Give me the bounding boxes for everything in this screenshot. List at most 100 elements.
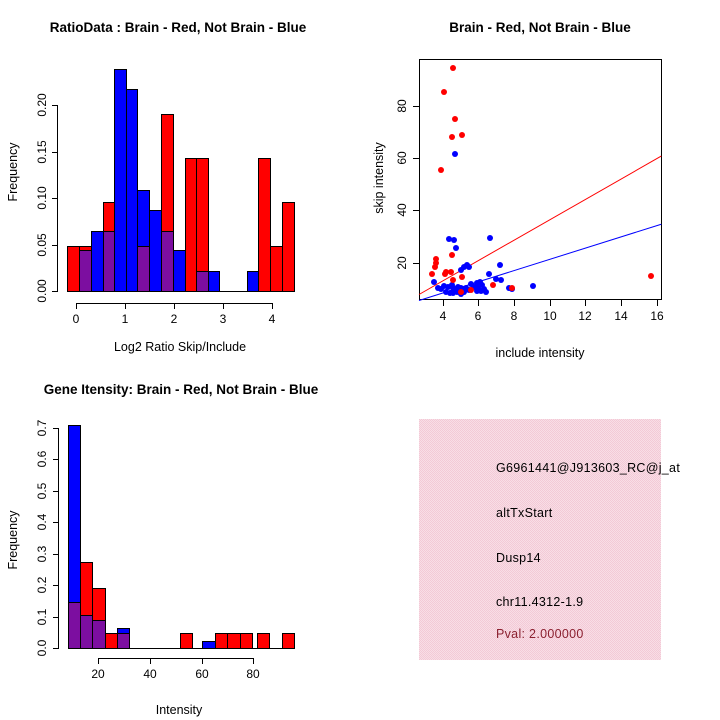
y-tick-label: 0.20 (35, 93, 49, 117)
scatter-point-blue (496, 262, 503, 269)
y-tick-label: 0.3 (35, 545, 49, 563)
x-tick (223, 303, 224, 309)
scatter-point-red (448, 134, 455, 141)
y-tick (53, 459, 58, 460)
histogram-bar-overlap (92, 620, 106, 649)
scatter-point-red (447, 269, 454, 276)
scatter-point-red (459, 274, 466, 281)
scatter-point-red (489, 281, 496, 288)
x-tick (272, 303, 273, 309)
y-tick (52, 291, 57, 292)
scatter-point-blue (453, 245, 460, 252)
scatter-point-blue (478, 281, 485, 288)
y-axis-label: Frequency (6, 510, 20, 570)
x-axis-line (98, 658, 254, 659)
panel-ratio-histogram: RatioData : Brain - Red, Not Brain - Blu… (0, 0, 360, 360)
info-event-type: altTxStart (496, 506, 553, 520)
chart-title: Brain - Red, Not Brain - Blue (449, 20, 631, 35)
scatter-point-blue (477, 278, 484, 285)
x-tick (657, 300, 658, 306)
scatter-point-blue (486, 235, 493, 242)
histogram-bar (258, 158, 271, 292)
scatter-point-blue (441, 282, 448, 289)
y-tick-label: 0.7 (35, 419, 49, 437)
panel-intensity-scatter: Brain - Red, Not Brain - Blue include in… (360, 0, 720, 360)
scatter-point-blue (437, 286, 444, 293)
y-tick-label: 0.4 (35, 513, 49, 531)
x-tick (585, 300, 586, 306)
scatter-point-blue (505, 285, 512, 292)
x-tick-label: 20 (91, 667, 105, 681)
histogram-bar (227, 633, 241, 649)
y-tick (413, 263, 419, 264)
y-tick (52, 198, 57, 199)
scatter-point-blue (443, 288, 450, 295)
x-tick-label: 4 (439, 309, 447, 323)
x-tick (202, 658, 203, 664)
y-tick (53, 428, 58, 429)
x-axis-label: Log2 Ratio Skip/Include (113, 340, 247, 354)
scatter-point-red (450, 65, 457, 72)
scatter-point-red (433, 260, 440, 267)
x-tick-label: 14 (614, 309, 628, 323)
y-tick (53, 648, 58, 649)
scatter-point-red (648, 272, 655, 279)
y-tick-label: 0.05 (35, 233, 49, 257)
y-axis-line (58, 427, 59, 649)
info-pval: Pval: 2.000000 (496, 627, 584, 641)
x-tick (125, 303, 126, 309)
y-tick-label: 0.0 (35, 639, 49, 657)
x-tick (478, 300, 479, 306)
y-tick-label: 0.10 (35, 186, 49, 210)
scatter-point-red (431, 264, 438, 271)
scatter-point-red (452, 116, 459, 123)
scatter-point-blue (451, 237, 458, 244)
y-tick (413, 210, 419, 211)
scatter-point-blue (466, 264, 473, 271)
y-tick (52, 152, 57, 153)
plot-box (419, 59, 662, 300)
x-tick-label: 16 (650, 309, 664, 323)
y-tick-label: 0.5 (35, 482, 49, 500)
x-tick-label: 2 (170, 312, 178, 326)
histogram-bar (208, 271, 220, 292)
scatter-point-blue (445, 283, 452, 290)
x-tick (76, 303, 77, 309)
histogram-bar (282, 202, 295, 292)
scatter-point-red (441, 88, 448, 95)
scatter-point-red (442, 270, 449, 277)
x-tick-label: 8 (510, 309, 518, 323)
scatter-point-red (432, 255, 439, 262)
scatter-point-blue (483, 289, 490, 296)
scatter-point-blue (497, 276, 504, 283)
y-tick (53, 617, 58, 618)
scatter-point-blue (529, 283, 536, 290)
x-tick-label: 10 (543, 309, 557, 323)
x-tick-label: 1 (121, 312, 129, 326)
scatter-point-red (468, 287, 475, 294)
y-tick-label: 0.1 (35, 608, 49, 626)
y-tick (413, 106, 419, 107)
scatter-point-blue (470, 283, 477, 290)
y-tick (52, 245, 57, 246)
scatter-point-blue (493, 276, 500, 283)
panel-gene-histogram: Gene Itensity: Brain - Red, Not Brain - … (0, 360, 360, 720)
y-axis-label: skip intensity (372, 142, 386, 214)
histogram-bar (282, 633, 295, 649)
histogram-bar (202, 641, 216, 649)
histogram-bar-overlap (117, 633, 130, 649)
y-tick-label: 0.00 (35, 279, 49, 303)
y-tick (413, 158, 419, 159)
gene-info-box: G6961441@J913603_RC@j_at altTxStart Dusp… (419, 419, 680, 660)
scatter-point-blue (475, 284, 482, 291)
scatter-point-blue (445, 236, 452, 243)
y-tick-label: 60 (395, 151, 409, 165)
scatter-point-red (509, 285, 516, 292)
scatter-point-blue (450, 290, 457, 297)
scatter-point-blue (448, 281, 455, 288)
x-tick-label: 3 (219, 312, 227, 326)
y-tick (52, 105, 57, 106)
x-tick (174, 303, 175, 309)
y-tick-label: 80 (395, 99, 409, 113)
